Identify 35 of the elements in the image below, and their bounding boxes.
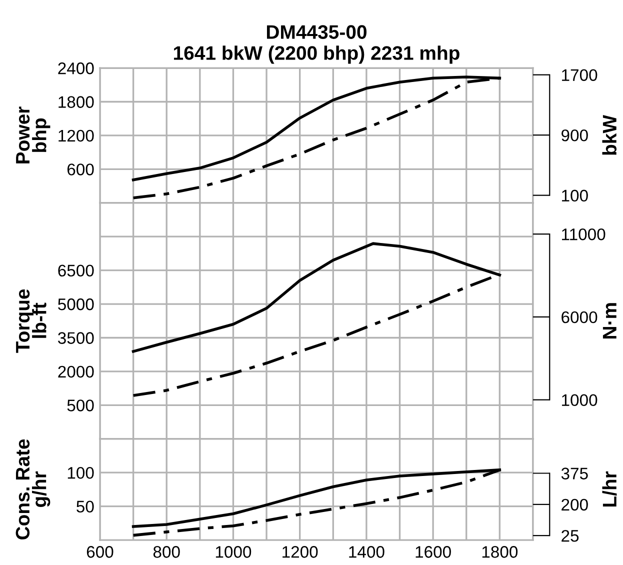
y-tick-label: 3500: [58, 332, 94, 344]
y-tick-label: 1800: [58, 96, 94, 108]
x-tick-label: 1600: [416, 546, 451, 558]
x-tick-label: 1200: [282, 546, 318, 558]
x-tick-label: 800: [153, 546, 180, 558]
y2-axis-title: L/hr: [602, 471, 617, 507]
y2-tick-label: 375: [561, 468, 588, 480]
y2-tick-label: 6000: [562, 311, 598, 324]
y-tick-label: 2400: [58, 62, 94, 74]
y2-tick-label: 100: [562, 190, 588, 202]
y2-tick-label: 11000: [562, 228, 606, 240]
y-tick-label: 1200: [58, 130, 94, 142]
y-tick-label: 600: [67, 164, 94, 176]
y-axis-title: Power bhp: [16, 106, 50, 164]
y2-tick-label: 1000: [562, 394, 598, 406]
x-tick-label: 600: [86, 546, 114, 558]
y-tick-label: 100: [68, 467, 94, 479]
y-tick-label: 5000: [58, 298, 94, 310]
y2-tick-label: 1700: [562, 69, 598, 82]
y2-axis-title: N·m: [602, 303, 616, 338]
chart-title: DM4435-00: [266, 25, 366, 39]
y-tick-label: 2000: [58, 366, 94, 378]
x-tick-label: 1400: [349, 546, 384, 558]
y2-axis-title: bkW: [602, 114, 617, 155]
x-tick-label: 1000: [216, 546, 252, 558]
y-tick-label: 6500: [58, 264, 94, 277]
y-axis-title: Torque lb-ft: [16, 289, 46, 353]
y2-tick-label: 25: [562, 530, 579, 542]
y2-tick-label: 900: [562, 129, 588, 142]
x-tick-label: 1800: [482, 546, 518, 558]
y2-tick-label: 200: [562, 498, 588, 511]
y-axis-title: Cons. Rate g/hr: [16, 439, 50, 540]
y-tick-label: 50: [76, 500, 94, 513]
chart-subtitle: 1641 bkW (2200 bhp) 2231 mhp: [174, 46, 460, 64]
y-tick-label: 500: [67, 400, 94, 412]
